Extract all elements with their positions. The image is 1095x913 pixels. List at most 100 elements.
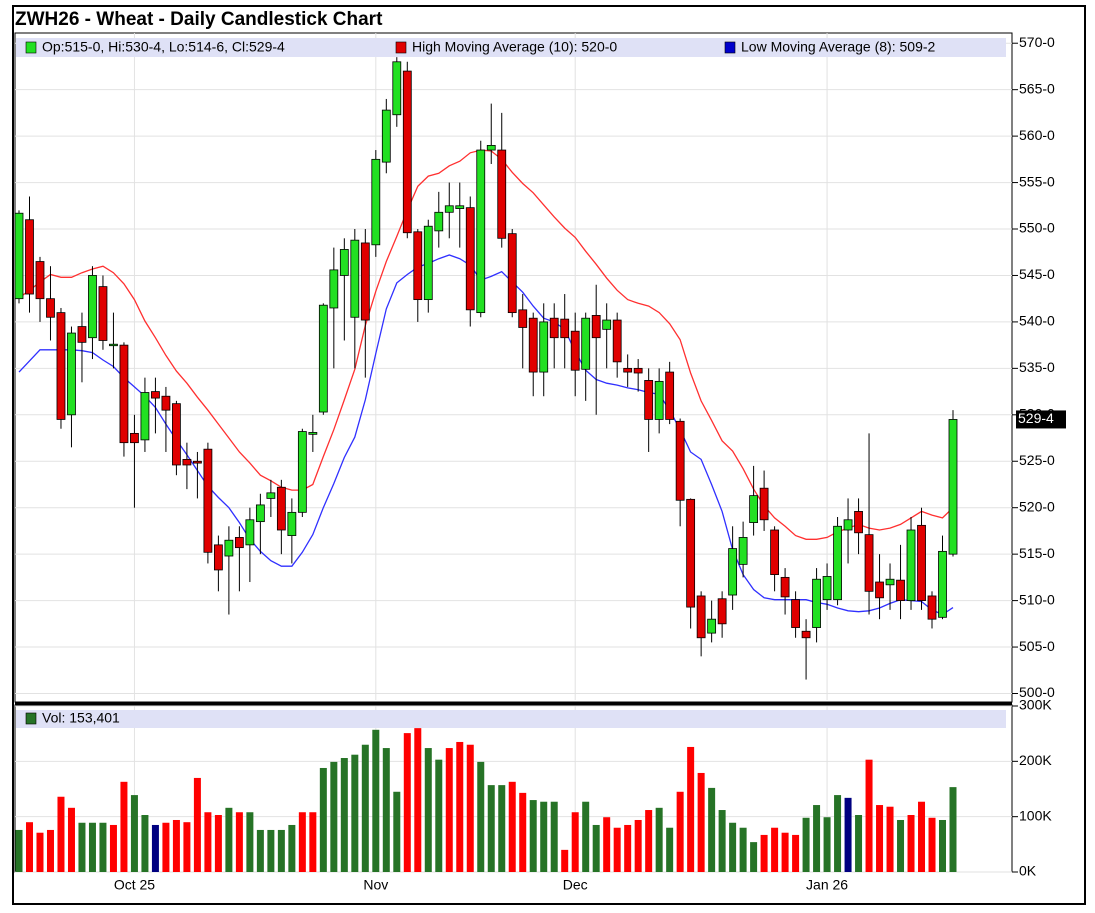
y-tick-label: 560-0 (1019, 127, 1055, 143)
candle-body (654, 380, 664, 420)
volume-bar (729, 822, 737, 872)
candle-body (465, 207, 475, 311)
y2-tick-label: 100K (1019, 807, 1052, 823)
volume-bar (655, 807, 663, 872)
volume-bar (771, 827, 779, 872)
candle-body (434, 211, 444, 232)
volume-bar (855, 815, 863, 872)
volume-bar (183, 822, 191, 872)
candle-body (875, 581, 884, 599)
volume-legend-band (16, 710, 1006, 728)
candle-body (476, 149, 486, 314)
volume-bar (25, 822, 33, 872)
volume-bar (477, 761, 485, 872)
volume-bar (361, 744, 369, 872)
candle-body (245, 519, 255, 546)
volume-bar (603, 817, 611, 872)
volume-bar (15, 829, 23, 872)
legend-label: High Moving Average (10): 520-0 (412, 39, 617, 55)
volume-bar (298, 812, 306, 872)
candle-body (151, 391, 160, 399)
volume-bar (330, 761, 338, 872)
candle-body (885, 578, 895, 586)
legend: 529-4 Op:515-0, Hi:530-4, Lo:514-6, Cl:52… (16, 38, 1066, 728)
volume-bar (708, 787, 716, 872)
candle-body (518, 309, 528, 328)
y-tick-label: 555-0 (1019, 173, 1055, 189)
volume-bar (624, 824, 632, 872)
candle-body (644, 380, 654, 420)
legend-swatch (724, 41, 736, 54)
candle-body (665, 371, 675, 420)
volume-bar (928, 817, 936, 872)
volume-bar (918, 801, 926, 872)
volume-bar (582, 801, 590, 872)
last-price-box (1016, 410, 1066, 429)
candle-body (392, 61, 402, 116)
volume-bar (645, 810, 653, 872)
candle-body (633, 367, 643, 374)
volume-bar (897, 819, 905, 872)
volume-bar (78, 822, 86, 872)
candle-body (77, 326, 87, 343)
legend-label: Vol: 153,401 (42, 710, 120, 726)
candle-body (371, 158, 381, 246)
volume-bar (288, 824, 296, 872)
volume-bar (36, 832, 44, 872)
candle-body (948, 419, 958, 555)
candle-body (224, 539, 234, 557)
volume-bar (666, 827, 674, 872)
volume-bar (204, 812, 212, 872)
frame (12, 5, 1086, 905)
candle-body (172, 403, 181, 466)
volume-bar (508, 781, 516, 872)
volume-bar (886, 806, 894, 872)
y-tick-label: 515-0 (1019, 545, 1055, 561)
candle-body (770, 529, 779, 575)
candle-body (822, 576, 832, 601)
candle-body (497, 149, 507, 239)
volume-bar (466, 744, 474, 872)
candle-body (318, 304, 328, 413)
y2-tick-label: 200K (1019, 752, 1052, 768)
volume-bar (46, 829, 54, 872)
volume-bar (277, 829, 285, 872)
legend-label: Low Moving Average (8): 509-2 (741, 39, 936, 55)
volume-bar (424, 748, 432, 872)
y-tick-label: 500-0 (1019, 684, 1055, 700)
y-tick-label: 505-0 (1019, 638, 1055, 654)
candle-body (193, 460, 202, 464)
volume-bar (225, 807, 233, 872)
volume-bar (151, 824, 159, 872)
candle-body (276, 486, 286, 531)
candle-body (612, 319, 622, 363)
candle-body (46, 298, 55, 318)
candle-body (402, 70, 412, 234)
volume-bar (540, 801, 548, 872)
candle-body (161, 395, 171, 411)
candle-body (738, 537, 748, 565)
x-tick-label: Jan 26 (806, 877, 848, 893)
candle-body (791, 599, 800, 628)
legend-swatch (25, 712, 37, 725)
volume-bar (571, 812, 579, 872)
y-tick-label: 520-0 (1019, 498, 1055, 514)
volume-bar (760, 834, 768, 872)
volume-bar (939, 819, 947, 872)
candle-body (182, 458, 192, 466)
candle-body (539, 321, 549, 373)
volume-bar (876, 805, 884, 872)
x-tick-label: Dec (563, 877, 588, 893)
candle-body (623, 367, 633, 373)
candle-body (917, 524, 926, 602)
volume-bar (372, 729, 380, 872)
volume-bar (403, 733, 411, 872)
volume-bar (907, 815, 915, 872)
candle-body (455, 205, 465, 209)
candle-body (140, 392, 150, 441)
candle-body (707, 618, 717, 634)
candle-body (234, 537, 244, 549)
volume-bar (162, 822, 170, 872)
candle-body (864, 534, 874, 592)
y2-tick-label: 0K (1019, 863, 1037, 879)
